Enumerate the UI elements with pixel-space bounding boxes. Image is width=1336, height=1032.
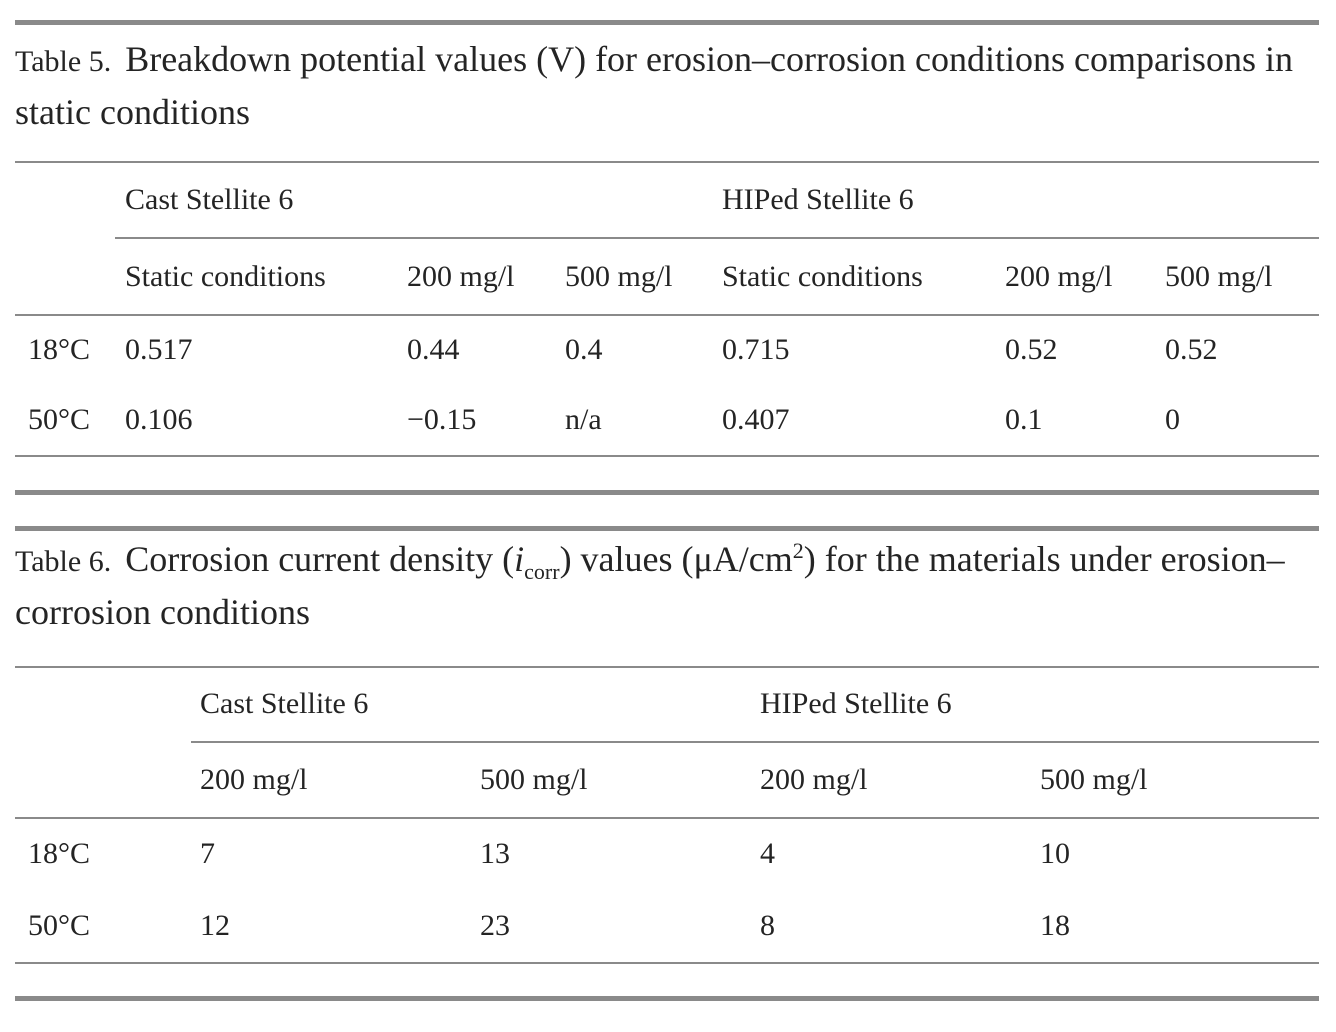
table6-caption-line1: Table 6. Corrosion current density (icorr… xyxy=(15,534,1325,587)
table6-colheader: 200 mg/l xyxy=(760,762,868,796)
table6-caption-subscript: corr xyxy=(524,559,560,585)
table5-value: −0.15 xyxy=(407,402,477,436)
table6-caption-label: Table 6. xyxy=(15,545,112,578)
table6-head-rule xyxy=(15,666,1319,668)
table6-value: 7 xyxy=(200,837,215,870)
table6-body-top-rule xyxy=(15,817,1319,819)
table5-colheader: 200 mg/l xyxy=(407,259,515,293)
table5-body-bottom-rule xyxy=(15,455,1319,457)
table5-value: 0.44 xyxy=(407,333,460,366)
table5-row-label: 50°C xyxy=(28,402,91,436)
table5-group-header-row: Cast Stellite 6 HIPed Stellite 6 xyxy=(15,163,1319,236)
table6-value: 8 xyxy=(760,908,775,942)
table5-caption-line2: static conditions xyxy=(15,92,250,132)
table6-value: 18 xyxy=(1040,908,1070,942)
table5-colheader: Static conditions xyxy=(722,259,923,293)
table5-colheader: 200 mg/l xyxy=(1005,259,1113,293)
table6-caption-line2: corrosion conditions xyxy=(15,592,310,632)
table5-value: 0.407 xyxy=(722,402,790,436)
table6-column-header-row: 200 mg/l 500 mg/l 200 mg/l 500 mg/l xyxy=(15,743,1319,816)
table6-top-rule xyxy=(15,526,1319,531)
table5-value: 0.4 xyxy=(565,333,603,366)
table6-group-header-cast: Cast Stellite 6 xyxy=(200,687,369,720)
table5-value: 0.52 xyxy=(1005,333,1058,366)
table6-caption-superscript: 2 xyxy=(792,538,804,563)
table5-row-50c: 50°C 0.106 −0.15 n/a 0.407 0.1 0 xyxy=(15,384,1319,455)
table6-colheader: 500 mg/l xyxy=(1040,762,1148,796)
table5-top-rule xyxy=(15,20,1319,25)
table5-column-header-row: Static conditions 200 mg/l 500 mg/l Stat… xyxy=(15,240,1319,313)
table6-caption-seg3: ) for the materials under erosion– xyxy=(803,539,1285,579)
table5-value: 0.1 xyxy=(1005,402,1043,436)
table5-value: 0.52 xyxy=(1165,333,1218,366)
table6-row-18c: 18°C 7 13 4 10 xyxy=(15,819,1319,889)
table6-caption-seg1: Corrosion current density ( xyxy=(125,539,515,579)
table5-caption-label: Table 5. xyxy=(15,45,112,78)
table5-spanner-rule xyxy=(115,237,1319,239)
table5-end-rule xyxy=(15,490,1319,495)
table5-body-top-rule xyxy=(15,314,1319,316)
table6-spanner-rule xyxy=(191,741,1319,743)
table5-row-label: 18°C xyxy=(28,333,91,366)
table5-head-rule xyxy=(15,161,1319,163)
table6-body-bottom-rule xyxy=(15,962,1319,964)
table5-colheader: 500 mg/l xyxy=(1165,259,1273,293)
table6-caption-variable: i xyxy=(514,539,525,579)
table6-row-label: 18°C xyxy=(28,837,91,870)
table5-value: 0.106 xyxy=(125,402,193,436)
table6-group-header-row: Cast Stellite 6 HIPed Stellite 6 xyxy=(15,668,1319,740)
table5-row-18c: 18°C 0.517 0.44 0.4 0.715 0.52 0.52 xyxy=(15,316,1319,384)
table6-value: 4 xyxy=(760,837,775,870)
table6-value: 12 xyxy=(200,908,230,942)
table5-colheader: 500 mg/l xyxy=(565,259,673,293)
table5-caption: Table 5. Breakdown potential values (V) f… xyxy=(15,34,1325,137)
table6-row-label: 50°C xyxy=(28,908,91,942)
table6-caption-seg2: ) values (μA/cm xyxy=(559,539,793,579)
table6-caption: Table 6. Corrosion current density (icorr… xyxy=(15,534,1325,637)
table5-colheader: Static conditions xyxy=(125,259,326,293)
table5-value: n/a xyxy=(565,402,602,436)
table6-colheader: 200 mg/l xyxy=(200,762,308,796)
table6-row-50c: 50°C 12 23 8 18 xyxy=(15,889,1319,962)
table6-group-header-hiped: HIPed Stellite 6 xyxy=(760,687,952,720)
table5-group-header-hiped: HIPed Stellite 6 xyxy=(722,182,914,216)
table6-value: 13 xyxy=(480,837,510,870)
table6-end-rule xyxy=(15,996,1319,1001)
table5-value: 0.715 xyxy=(722,333,790,366)
table5-caption-line1: Table 5. Breakdown potential values (V) f… xyxy=(15,34,1325,87)
table5-group-header-cast: Cast Stellite 6 xyxy=(125,182,294,216)
table6-colheader: 500 mg/l xyxy=(480,762,588,796)
table6-value: 10 xyxy=(1040,837,1070,870)
table5-value: 0 xyxy=(1165,402,1180,436)
table5-value: 0.517 xyxy=(125,333,193,366)
table5-caption-text: Breakdown potential values (V) for erosi… xyxy=(125,39,1293,79)
table6-value: 23 xyxy=(480,908,510,942)
